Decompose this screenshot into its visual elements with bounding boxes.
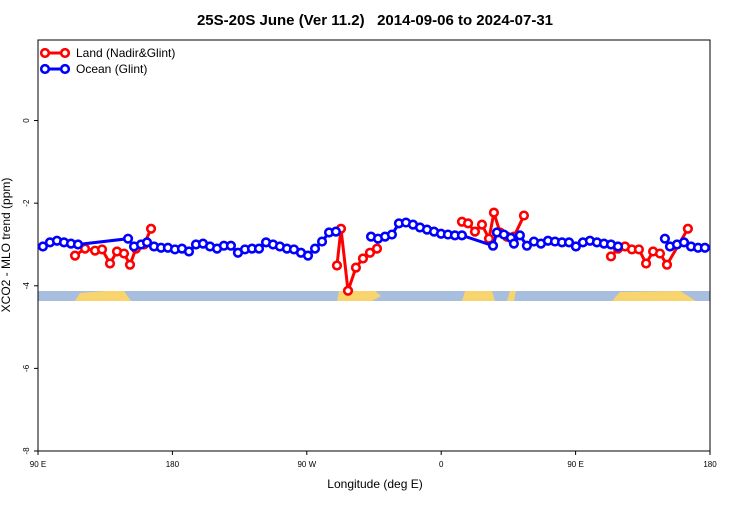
legend-marker	[39, 63, 51, 75]
data-point	[316, 236, 328, 247]
y-tick-label: -8	[22, 447, 31, 455]
data-point	[37, 241, 49, 252]
data-point	[331, 260, 343, 271]
data-point	[371, 243, 383, 254]
data-point	[253, 243, 265, 254]
legend-label: Ocean (Glint)	[76, 62, 147, 76]
data-point	[145, 223, 157, 234]
x-tick-label: 90 E	[30, 460, 46, 469]
data-point	[225, 240, 237, 251]
data-point	[487, 240, 499, 251]
data-point	[483, 233, 495, 244]
data-point	[104, 258, 116, 269]
data-point	[612, 241, 624, 252]
y-tick-label: 0	[22, 118, 31, 123]
data-point	[357, 253, 369, 264]
data-point	[96, 244, 108, 255]
data-point	[302, 250, 314, 261]
x-tick-label: 0	[439, 460, 444, 469]
y-tick-label: -6	[22, 364, 31, 372]
data-point	[462, 218, 474, 229]
data-point	[605, 251, 617, 262]
data-point	[118, 248, 130, 259]
legend-marker	[59, 47, 71, 59]
x-tick-label: 90 E	[567, 460, 583, 469]
data-point	[476, 219, 488, 230]
data-point	[342, 285, 354, 296]
data-point	[469, 226, 481, 237]
data-point	[122, 233, 134, 244]
data-point	[183, 246, 195, 257]
x-tick-label: 90 W	[297, 460, 316, 469]
data-point	[514, 230, 525, 241]
y-tick-label: -4	[22, 282, 31, 290]
data-point	[570, 241, 581, 252]
data-point	[521, 240, 533, 251]
data-point	[659, 233, 671, 244]
legend-marker	[39, 47, 51, 59]
data-point	[563, 237, 575, 248]
data-point	[633, 244, 645, 255]
data-point	[386, 229, 398, 240]
data-point	[141, 237, 153, 248]
data-point	[69, 250, 81, 261]
y-tick-label: -2	[22, 199, 31, 207]
data-point	[678, 237, 690, 248]
data-point	[330, 226, 342, 237]
x-tick-label: 180	[703, 460, 717, 469]
data-point	[640, 258, 652, 269]
legend-label: Land (Nadir&Glint)	[76, 46, 175, 60]
data-point	[518, 210, 530, 221]
data-point	[682, 223, 693, 234]
data-point	[508, 238, 520, 249]
data-point	[72, 239, 84, 250]
data-point	[661, 259, 673, 270]
data-point	[456, 230, 468, 241]
data-point	[350, 262, 362, 273]
data-point	[699, 242, 711, 253]
land-mask	[38, 291, 710, 301]
data-point	[488, 207, 500, 218]
data-point	[654, 248, 666, 259]
legend-marker	[59, 63, 71, 75]
chart-title: 25S-20S June (Ver 11.2) 2014-09-06 to 20…	[197, 12, 553, 29]
data-point	[309, 243, 321, 254]
x-tick-label: 180	[166, 460, 180, 469]
data-point	[124, 259, 136, 270]
x-axis-label: Longitude (deg E)	[327, 477, 422, 491]
y-axis-label: XCO2 - MLO trend (ppm)	[0, 178, 13, 313]
data-point	[364, 247, 376, 258]
